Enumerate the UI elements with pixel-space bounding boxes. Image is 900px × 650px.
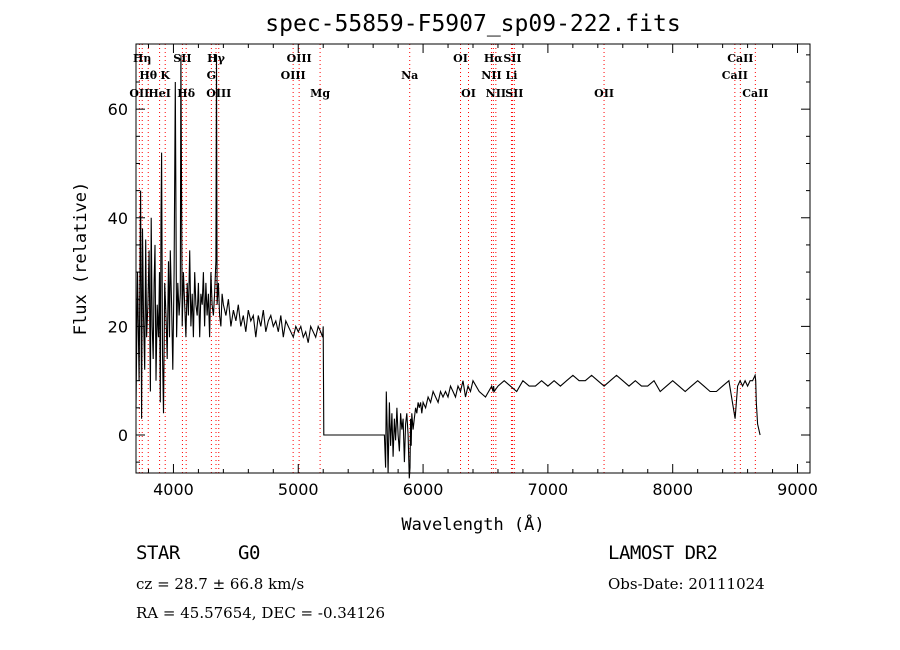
axis-ticks: 4000 5000 6000 7000 8000 9000 0 20 40 60 [108,44,818,499]
line-marker-label: HeI [148,87,171,100]
redshift-velocity: cz = 28.7 ± 66.8 km/s [136,575,305,593]
line-marker-label: OI [453,52,468,65]
line-marker-label: CaII [742,87,768,100]
line-marker-label: SII [173,52,191,65]
line-marker-label: OI [461,87,476,100]
survey-release: LAMOST DR2 [608,542,718,564]
object-subclass: G0 [238,542,260,564]
x-tick-label: 7000 [528,480,569,499]
line-marker-label: Na [401,69,418,82]
line-label-layer: OIIHηHθHeIKSIIHδGHγOIIIOIIIOIIIMgNaOIOIN… [129,52,768,100]
sky-coordinates: RA = 45.57654, DEC = -0.34126 [136,604,385,622]
line-marker-label: OII [129,87,149,100]
line-marker-label: Mg [310,87,330,100]
line-marker-label: SII [505,87,523,100]
line-marker-label: Hθ [139,69,157,82]
line-marker-label: OII [594,87,614,100]
line-marker-label: K [160,69,170,82]
line-marker-label: OIII [206,87,231,100]
y-tick-label: 60 [108,100,128,119]
line-marker-label: Li [505,69,517,82]
line-marker-label: CaII [727,52,753,65]
x-axis-label: Wavelength (Å) [401,513,544,535]
line-marker-label: SII [503,52,521,65]
x-tick-label: 9000 [777,480,818,499]
x-tick-label: 8000 [652,480,693,499]
x-tick-label: 6000 [403,480,444,499]
line-marker-label: Hα [484,52,503,65]
chart-title: spec-55859-F5907_sp09-222.fits [265,11,680,37]
plot-frame [135,43,811,474]
y-tick-label: 40 [108,209,128,228]
x-tick-label: 4000 [153,480,194,499]
line-marker-layer [138,44,756,473]
line-marker-label: G [207,69,216,82]
line-marker-label: OIII [281,69,306,82]
observation-date: Obs-Date: 20111024 [608,575,765,593]
y-axis-label: Flux (relative) [71,182,91,336]
object-class: STAR [136,542,180,564]
line-marker-label: NII [481,69,501,82]
line-marker-label: Hδ [177,87,195,100]
spectrum-line [135,54,761,479]
line-marker-label: NII [486,87,506,100]
line-marker-label: OIII [287,52,312,65]
x-tick-label: 5000 [278,480,319,499]
y-tick-label: 20 [108,317,128,336]
line-marker-label: CaII [722,69,748,82]
y-tick-label: 0 [118,426,128,445]
